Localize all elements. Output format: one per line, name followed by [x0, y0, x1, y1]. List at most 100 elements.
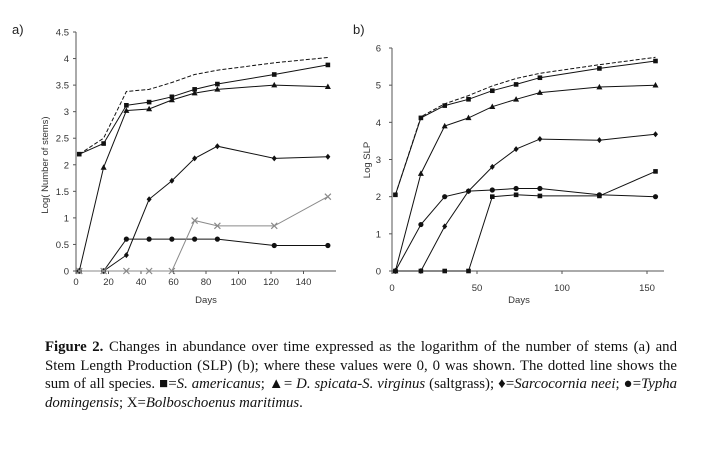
panel-b-ylabel: Log SLP: [362, 142, 373, 178]
panel-b-series-3-point: [596, 137, 602, 144]
panel-a-letter: a): [12, 22, 24, 37]
caption-diamond-eq: =: [505, 376, 515, 392]
panel-b-letter: b): [353, 22, 365, 37]
panel-a-series-3-point: [192, 155, 198, 162]
panel-b-series-2-line: [394, 84, 656, 272]
panel-b-y-tick-label: 1: [376, 229, 381, 240]
panel-b-series-5-point: [653, 169, 658, 174]
panel-b-series-4-line: [394, 188, 656, 272]
panel-a-series-1-point: [124, 102, 129, 108]
caption-x-symbol: X: [126, 394, 138, 411]
panel-b-series-5-point: [442, 268, 447, 274]
panel-a-series-4-line: [79, 238, 328, 272]
panel-a-series-1-line: [79, 64, 328, 155]
panel-a-y-tick-label: 4.5: [56, 28, 69, 39]
panel-a-y-tick-label: 2: [64, 160, 69, 171]
panel-b-y-tick-label: 2: [376, 192, 381, 203]
panel-a-series-1-point: [215, 81, 220, 87]
panel-b-series-4-point: [652, 194, 659, 200]
panel-a-x-tick-label: 80: [201, 277, 212, 288]
caption-x-eq: =: [137, 394, 146, 411]
panel-b-series-2-point: [489, 103, 496, 110]
caption-sep-1: ;: [260, 376, 269, 392]
panel-b-y-tick-label: 5: [376, 81, 381, 92]
panel-a-series-4-point: [146, 236, 152, 242]
panel-b-x-tick-label: 100: [554, 283, 570, 294]
panel-a-y-tick-label: 0.5: [56, 240, 69, 251]
panel-a-series-1-point: [101, 141, 106, 146]
panel-b-series-1-point: [597, 66, 602, 71]
panel-a-series-5-line: [79, 196, 329, 272]
caption-species-diamond: Sarcocornia neei: [514, 376, 616, 392]
panel-a-series-2-point: [214, 86, 221, 92]
panel-a-series-5-point: [270, 222, 278, 230]
panel-b-series-5-point: [393, 268, 398, 274]
panel-a-series-5-point: [168, 267, 176, 275]
panel-a-x-tick-label: 100: [231, 277, 247, 288]
panel-a-series-4-point: [271, 242, 277, 249]
panel-b-series-4-point: [442, 194, 448, 200]
panel-a-series-2-point: [146, 105, 153, 112]
panel-a-series-5-point: [324, 193, 332, 201]
panel-a-series-1-point: [192, 87, 197, 92]
panel-b-series-3-point: [513, 146, 519, 153]
panel-a-series-1-point: [76, 151, 82, 157]
panel-b-series-3-point: [489, 163, 495, 170]
caption-species-triangle: D. spicata-S. virginus: [296, 376, 426, 392]
panel-b-series-2-point: [596, 83, 603, 90]
panel-a-ylabel: Log( Number of stems): [40, 116, 51, 213]
caption-square-symbol: ■: [159, 376, 169, 392]
panel-b-series-1-point: [393, 192, 398, 198]
caption-species-x: Bolboschoenus maritimus: [145, 394, 300, 411]
caption-end: .: [299, 394, 303, 411]
panel-b-series-2-point: [465, 114, 472, 121]
panel-b-series-4-point: [418, 221, 424, 228]
panel-b-series-1-point: [490, 88, 495, 94]
panel-b-series-2-point: [513, 96, 520, 102]
panel-a-series-5-point: [75, 267, 83, 275]
panel-b-series-3-line: [395, 133, 656, 272]
panel-b-series-0-line: [394, 56, 656, 195]
chart-panel-a: a) Log( Number of stems) Days 0 0.5 1 1.5 2 2…: [12, 22, 336, 306]
caption-sep-3: ;: [119, 394, 127, 411]
panel-b-series-4-point: [513, 185, 519, 192]
panel-a-series-5-point: [122, 267, 130, 275]
panel-b-series-3-point: [653, 131, 658, 138]
caption-square-eq: =: [168, 376, 177, 392]
panel-b-series-2-point: [441, 122, 448, 129]
panel-b-series-1-point: [653, 58, 658, 64]
panel-b-series-1-point: [513, 82, 519, 87]
panel-a-series-4-point: [214, 236, 220, 242]
panel-a-series-3-point: [146, 196, 152, 203]
panel-b-series-2-point: [652, 81, 659, 88]
panel-b-series-1-point: [442, 103, 447, 108]
panel-b-series-5-point: [418, 268, 424, 274]
panel-a-series-2-point: [191, 89, 198, 96]
panel-a-series-4-point: [192, 236, 198, 242]
panel-b-y-tick-label: 3: [376, 155, 381, 166]
panel-a-y-tick-label: 1.5: [56, 187, 69, 198]
panel-b-x-tick-label: 50: [472, 283, 483, 294]
caption-species-square: S. americanus: [176, 376, 261, 392]
caption-triangle-eq: =: [283, 376, 297, 392]
panel-a-series-5-point: [100, 267, 108, 275]
panel-b-series-1-point: [537, 75, 543, 81]
figure-svg: a) Log( Number of stems) Days 0 0.5 1 1.5 2 2…: [12, 22, 664, 306]
panel-a-series-5-point: [145, 267, 153, 275]
panel-b-series-1-point: [466, 96, 471, 102]
panel-b-y-tick-label: 4: [376, 118, 381, 129]
panel-a-series-4-point: [325, 242, 331, 249]
panel-b-xlabel: Days: [508, 295, 530, 306]
panel-a-series-2-point: [123, 107, 130, 113]
panel-a-y-tick-label: 1: [64, 213, 69, 224]
panel-a-series-4-point: [123, 236, 129, 242]
panel-b-series-2-point: [417, 170, 424, 176]
caption-label: Figure 2.: [45, 339, 104, 355]
panel-a-y-tick-label: 2.5: [56, 134, 69, 145]
panel-b-series-5-point: [466, 268, 471, 274]
panel-a-series-3-point: [123, 252, 129, 259]
panel-a-series-5-point: [191, 217, 199, 224]
panel-b-series-4-point: [537, 185, 543, 192]
panel-b-series-5-point: [597, 193, 602, 199]
caption-diamond-symbol: ♦: [498, 376, 506, 392]
